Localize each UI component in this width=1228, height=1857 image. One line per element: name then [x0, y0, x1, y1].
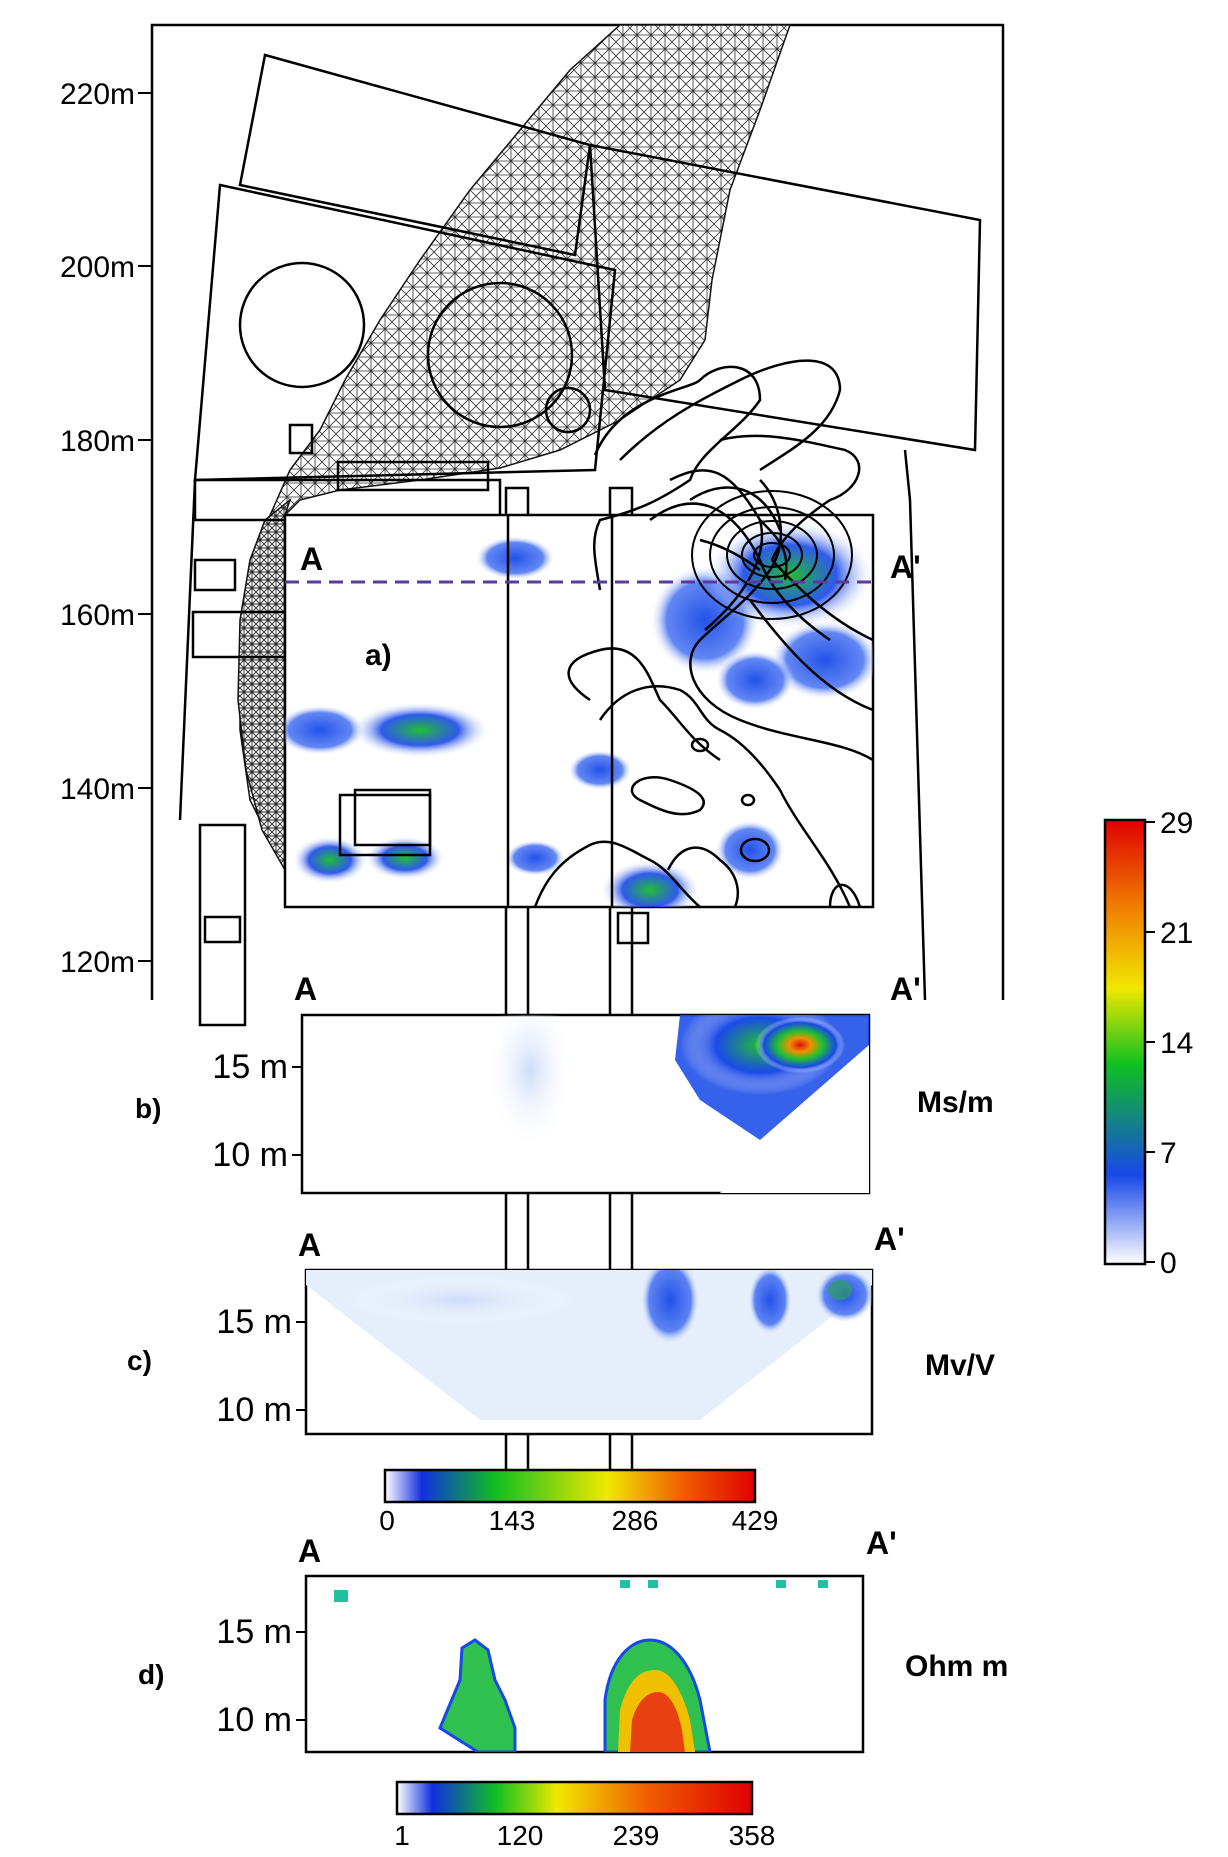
- map-y-axis: [138, 92, 152, 962]
- survey-area: [283, 513, 875, 909]
- colorbar-tick-label: 14: [1160, 1027, 1193, 1060]
- tank-circles: [238, 261, 592, 434]
- colorbar-tick-label: 7: [1160, 1137, 1177, 1170]
- depth-tick-label: 15 m: [216, 1303, 292, 1341]
- anomaly-left: [438, 1638, 517, 1752]
- panel-label-b: b): [135, 1093, 161, 1124]
- unit-label-b: Ms/m: [917, 1086, 994, 1119]
- colorbar-tick-label: 120: [497, 1820, 544, 1851]
- colorbar-main: 29 21 14 7 0: [1103, 807, 1193, 1280]
- panel-label-d: d): [138, 1659, 164, 1690]
- colorbar-tick-label: 429: [732, 1505, 779, 1536]
- section-b-start: A: [294, 971, 317, 1007]
- terrain-mesh-edge: [237, 497, 292, 873]
- section-d-start: A: [298, 1533, 321, 1569]
- y-tick-label: 160m: [60, 599, 135, 632]
- colorbar-tick-label: 29: [1160, 807, 1193, 840]
- colorbar-c: 0 143 286 429: [379, 1468, 779, 1536]
- profile-end-label: A': [890, 549, 921, 585]
- section-c-end: A': [874, 1221, 905, 1257]
- y-tick-label: 140m: [60, 773, 135, 806]
- colorbar-tick-label: 0: [379, 1505, 395, 1536]
- section-b: A A' 15 m 10 m b) Ms/m: [135, 971, 994, 1195]
- section-c-start: A: [298, 1227, 321, 1263]
- y-tick-label: 180m: [60, 425, 135, 458]
- unit-label-d: Ohm m: [905, 1650, 1008, 1683]
- y-tick-label: 120m: [60, 946, 135, 979]
- y-tick-label: 200m: [60, 251, 135, 284]
- depth-tick-label: 10 m: [216, 1701, 292, 1739]
- panel-label-c: c): [127, 1345, 152, 1376]
- depth-tick-label: 10 m: [212, 1136, 288, 1174]
- colorbar-tick-label: 358: [729, 1820, 776, 1851]
- section-d-end: A': [866, 1525, 897, 1561]
- section-b-end: A': [890, 971, 921, 1007]
- colorbar-tick-label: 143: [489, 1505, 536, 1536]
- colorbar-tick-label: 21: [1160, 917, 1193, 950]
- section-d: A A' 15 m 10 m d) Ohm m: [138, 1525, 1008, 1754]
- colorbar-d: 1 120 239 358: [394, 1780, 776, 1851]
- y-tick-label: 220m: [60, 78, 135, 111]
- depth-tick-label: 15 m: [216, 1613, 292, 1651]
- colorbar-tick-label: 239: [613, 1820, 660, 1851]
- depth-tick-label: 10 m: [216, 1391, 292, 1429]
- section-c: A A' 15 m 10 m c) Mv/V: [127, 1221, 995, 1436]
- panel-label-a: a): [365, 639, 392, 672]
- depth-tick-label: 15 m: [212, 1048, 288, 1086]
- contour-convergence: [691, 490, 853, 620]
- colorbar-tick-label: 286: [612, 1505, 659, 1536]
- unit-label-c: Mv/V: [925, 1349, 995, 1382]
- colorbar-tick-label: 0: [1160, 1247, 1177, 1280]
- map-frame: [150, 23, 1005, 1000]
- profile-start-label: A: [300, 541, 323, 577]
- colorbar-tick-label: 1: [394, 1820, 410, 1851]
- site-map: 220m 200m 180m 160m 140m 120m: [60, 23, 1005, 1490]
